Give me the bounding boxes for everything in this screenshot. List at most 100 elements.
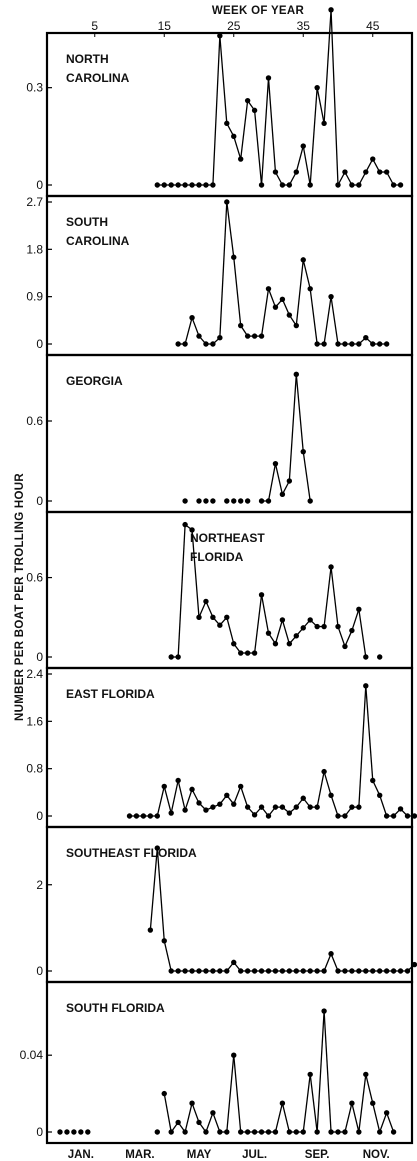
data-point (224, 614, 230, 620)
data-point (300, 968, 306, 974)
data-point (182, 1129, 188, 1135)
series-segment (302, 451, 311, 502)
data-point (224, 792, 230, 798)
panel: SOUTH FLORIDA 0 0.04 (20, 980, 414, 1145)
data-point (224, 968, 230, 974)
panels: NORTH CAROLINA 0 0.3 SOUTH CAROLINA 0 0.9 1.8 2.7… (20, 7, 417, 1145)
data-point (300, 143, 306, 149)
data-point (356, 968, 362, 974)
data-point (342, 169, 348, 175)
data-point (196, 800, 202, 806)
data-point (300, 448, 306, 455)
data-point (377, 792, 383, 798)
series-segment (323, 9, 332, 124)
data-point (370, 341, 376, 347)
series-segment (191, 317, 200, 337)
bottom-tick-label: JUL. (242, 1149, 267, 1161)
data-point (397, 806, 404, 812)
series-segment (323, 296, 332, 345)
series-segment (156, 848, 165, 941)
data-point (342, 1129, 348, 1135)
data-point (168, 654, 174, 660)
data-point (363, 334, 369, 341)
data-point (335, 1129, 341, 1135)
data-point (217, 334, 223, 341)
data-point (279, 1100, 286, 1106)
series-segment (219, 201, 228, 338)
data-point (217, 1129, 223, 1135)
data-point (203, 182, 209, 188)
data-point (251, 968, 258, 974)
y-tick-label: 2 (36, 878, 43, 892)
series-segment (233, 1055, 242, 1133)
series-segment (309, 87, 318, 186)
series-segment (260, 594, 270, 634)
data-point (224, 120, 230, 127)
data-point (258, 968, 265, 974)
series-segment (351, 609, 360, 631)
data-point (258, 333, 265, 339)
data-point (196, 968, 202, 974)
data-point (203, 1129, 209, 1135)
data-point (370, 777, 376, 784)
data-point (272, 1129, 279, 1135)
series-segment (323, 771, 332, 796)
series-segment (233, 136, 242, 160)
data-point (210, 968, 216, 974)
data-point (224, 498, 230, 504)
data-point (182, 341, 188, 347)
data-point (175, 777, 181, 784)
data-point (196, 182, 202, 188)
series-segment (205, 601, 214, 618)
series-segment (330, 9, 339, 186)
series-segment (170, 780, 179, 814)
y-tick-label: 0.6 (26, 414, 43, 428)
data-point (265, 498, 272, 504)
data-point (258, 592, 265, 598)
data-point (307, 498, 313, 504)
data-point (189, 968, 195, 974)
panel: GEORGIA 0 0.6 (26, 353, 414, 514)
series-segment (184, 1103, 193, 1133)
data-point (349, 627, 355, 634)
data-point (404, 813, 411, 819)
data-point (175, 182, 181, 188)
y-tick-label: 0 (36, 178, 43, 192)
data-point (342, 643, 348, 650)
panel: NORTH CAROLINA 0 0.3 (26, 7, 414, 198)
data-point (321, 120, 327, 127)
data-point (335, 623, 341, 630)
data-point (258, 1129, 265, 1135)
data-point (133, 813, 140, 819)
data-point (154, 182, 160, 188)
data-point (238, 650, 244, 656)
panel-label: SOUTH (66, 215, 108, 229)
data-point (203, 598, 209, 605)
data-point (307, 1071, 313, 1078)
panel: NORTHEAST FLORIDA 0 0.6 (26, 510, 414, 670)
bottom-tick-label: NOV. (363, 1149, 390, 1161)
series-segment (323, 953, 332, 972)
series-segment (337, 626, 346, 647)
series-segment (316, 87, 325, 124)
data-point (161, 938, 167, 944)
y-tick-label: 0 (36, 964, 43, 978)
data-point (279, 296, 286, 302)
bottom-axis-tick-labels: JAN. MAR. MAY JUL. SEP. NOV. (68, 1149, 390, 1161)
data-point (258, 804, 265, 810)
data-point (286, 968, 293, 974)
series-segment (274, 619, 284, 644)
data-point (238, 498, 244, 504)
series-segment (295, 259, 304, 326)
y-tick-label: 1.8 (26, 242, 43, 256)
data-point (300, 795, 306, 801)
series-segment (267, 463, 277, 502)
data-point (251, 107, 258, 114)
series-segment (219, 35, 228, 124)
data-point (126, 813, 133, 819)
series-segment (240, 786, 249, 808)
data-point (383, 341, 390, 347)
data-point (231, 133, 237, 140)
series-segment (316, 1011, 325, 1133)
data-point (279, 804, 286, 810)
